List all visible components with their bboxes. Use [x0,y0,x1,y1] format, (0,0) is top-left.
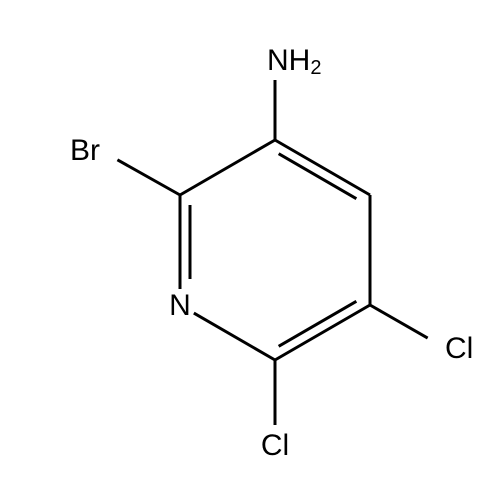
bond [279,301,357,346]
atom-label-Cl_r: Cl [445,332,473,365]
bond [370,305,428,338]
bond [275,305,370,360]
bond [117,160,180,195]
molecule-diagram: N Br NH2 Cl Cl [0,0,500,500]
bond [275,140,370,195]
bond [279,154,357,199]
atom-label-Cl_b: Cl [261,429,289,462]
bond [194,313,275,360]
atom-label-Br: Br [70,134,100,167]
bond [180,140,275,195]
atom-label-N_ring: N [169,289,191,322]
atom-label-NH2: NH2 [267,44,321,80]
